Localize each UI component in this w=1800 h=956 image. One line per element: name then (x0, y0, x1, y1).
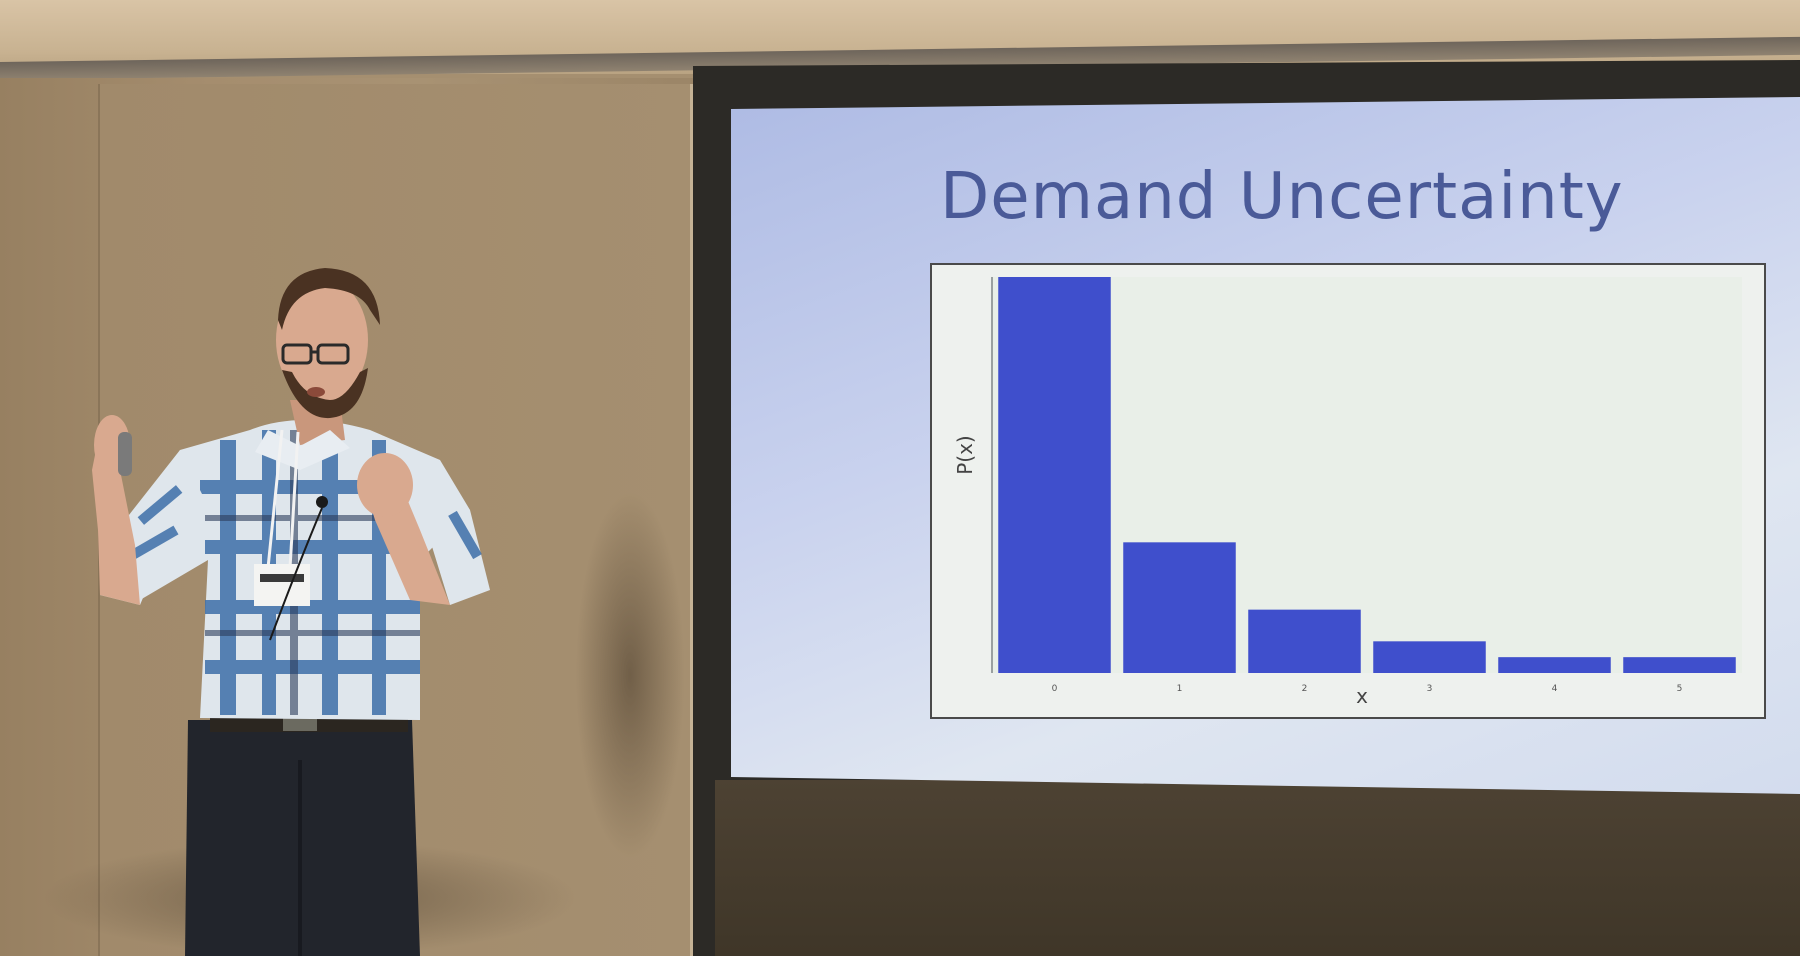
x-tick-label: 3 (1427, 684, 1433, 694)
bar-5 (1623, 657, 1736, 673)
x-tick-label: 2 (1302, 684, 1308, 694)
presenter-glasses (281, 343, 350, 365)
projection-screen-lower (715, 780, 1800, 956)
presenter-shadow (575, 490, 685, 860)
bar-2 (1248, 609, 1361, 673)
presenter-hair (278, 268, 380, 330)
x-tick-labels: 0 1 2 3 4 5 (1052, 684, 1683, 694)
bar-0 (998, 277, 1111, 673)
presenter-right-hand (357, 453, 413, 517)
bar-chart-svg: P(x) x 0 1 2 3 4 5 (953, 277, 1742, 708)
presenter-right-sleeve (400, 455, 490, 605)
y-axis-label: P(x) (953, 435, 977, 475)
x-tick-label: 5 (1677, 684, 1683, 694)
bar-4 (1498, 657, 1611, 673)
x-axis-label: x (1356, 684, 1368, 708)
presenter-jeans (185, 720, 420, 956)
x-tick-label: 1 (1177, 684, 1183, 694)
shirt-plaid (200, 430, 420, 715)
x-tick-label: 0 (1052, 684, 1058, 694)
presenter-clicker (118, 432, 132, 476)
presenter-beard (282, 368, 368, 419)
bar-chart: P(x) x 0 1 2 3 4 5 (930, 263, 1766, 719)
x-tick-label: 4 (1552, 684, 1558, 694)
bar-1 (1123, 542, 1236, 673)
plot-area (992, 277, 1742, 673)
lapel-mic (316, 496, 328, 508)
presenter-head (276, 278, 368, 402)
bar-3 (1373, 641, 1486, 673)
presenter-left-forearm (92, 430, 140, 605)
presenter (92, 268, 490, 956)
name-badge (254, 564, 310, 606)
bar-series (998, 277, 1736, 673)
slide-title: Demand Uncertainty (940, 160, 1624, 234)
